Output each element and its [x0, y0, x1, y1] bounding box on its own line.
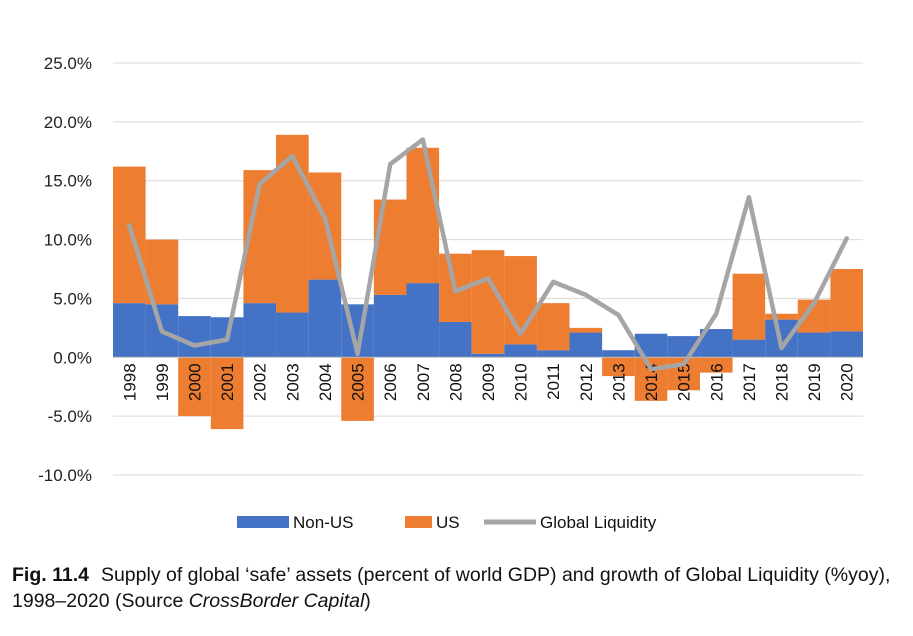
bar-non-us-2017 — [732, 339, 766, 358]
x-tick-label-2001: 2001 — [218, 363, 237, 401]
y-tick-label: -5.0% — [48, 407, 92, 426]
legend: Non-US US Global Liquidity — [237, 513, 657, 532]
legend-swatch-non-us — [237, 516, 289, 528]
y-tick-label: 15.0% — [44, 172, 92, 191]
bar-us-2013 — [602, 357, 635, 377]
bar-non-us-2012 — [569, 332, 603, 358]
x-tick-label-1999: 1999 — [153, 363, 172, 401]
bar-non-us-2019 — [797, 332, 831, 358]
bar-non-us-2020 — [830, 331, 863, 358]
bar-us-2012 — [569, 327, 603, 333]
y-tick-label: 5.0% — [53, 289, 92, 308]
bar-non-us-2013 — [602, 350, 635, 358]
x-tick-label-2002: 2002 — [251, 363, 270, 401]
bar-non-us-2009 — [471, 353, 505, 358]
bar-us-2018 — [765, 313, 798, 320]
y-tick-label: 0.0% — [53, 348, 92, 367]
chart: 25.0%20.0%15.0%10.0%5.0%0.0%-5.0%-10.0% … — [38, 54, 863, 532]
x-tick-label-2004: 2004 — [316, 363, 335, 401]
x-axis-tick-labels: 1998 1999 2000 2001 2002 2003 2004 2005 2006 2007… — [120, 363, 856, 401]
bar-us-1998 — [113, 166, 146, 304]
bars — [113, 134, 863, 430]
bar-non-us-2002 — [243, 303, 277, 358]
bar-us-2001 — [210, 357, 244, 430]
bar-us-2009 — [471, 250, 505, 354]
x-tick-label-2014: 2014 — [642, 363, 661, 401]
bar-non-us-2003 — [276, 312, 309, 358]
x-tick-label-2020: 2020 — [838, 363, 857, 401]
x-tick-label-2019: 2019 — [805, 363, 824, 401]
legend-label-global-liquidity: Global Liquidity — [540, 513, 657, 532]
global-liquidity-line — [127, 137, 849, 372]
bar-us-2017 — [732, 273, 766, 340]
x-tick-label-2013: 2013 — [609, 363, 628, 401]
bar-us-2003 — [276, 134, 309, 313]
x-tick-label-2003: 2003 — [283, 363, 302, 401]
bar-us-2020 — [830, 269, 863, 332]
x-tick-label-2018: 2018 — [772, 363, 791, 401]
bar-non-us-1998 — [113, 303, 146, 358]
x-tick-label-2015: 2015 — [675, 363, 694, 401]
caption-source: CrossBorder Capital — [188, 590, 365, 612]
bar-non-us-2008 — [439, 321, 472, 358]
bar-us-2014 — [634, 357, 668, 401]
x-tick-label-2010: 2010 — [512, 363, 531, 401]
figure-caption: Fig. 11.4 Supply of global ‘safe’ assets … — [12, 562, 902, 614]
x-tick-label-2009: 2009 — [479, 363, 498, 401]
caption-label: Fig. 11.4 — [12, 564, 89, 586]
bar-us-2007 — [406, 147, 440, 284]
x-tick-label-2016: 2016 — [707, 363, 726, 401]
bar-non-us-2007 — [406, 283, 440, 358]
bar-us-2011 — [536, 303, 570, 351]
bar-non-us-2006 — [373, 294, 407, 358]
bar-non-us-2010 — [504, 344, 537, 358]
legend-swatch-us — [405, 516, 432, 528]
x-tick-label-2008: 2008 — [446, 363, 465, 401]
x-tick-label-2005: 2005 — [349, 363, 368, 401]
bar-us-2005 — [341, 357, 374, 421]
x-tick-label-2017: 2017 — [740, 363, 759, 401]
legend-label-us: US — [436, 513, 460, 532]
x-tick-label-2000: 2000 — [186, 363, 205, 401]
x-tick-label-2011: 2011 — [544, 363, 563, 400]
y-tick-label: 20.0% — [44, 113, 92, 132]
bar-non-us-2011 — [536, 350, 570, 358]
bar-us-2016 — [699, 357, 733, 373]
x-tick-label-2012: 2012 — [577, 363, 596, 401]
bar-non-us-2000 — [178, 316, 211, 358]
y-tick-label: 25.0% — [44, 54, 92, 73]
y-axis-tick-labels: 25.0% 20.0% 15.0% 10.0% 5.0% 0.0% -5.0% -10.0% — [38, 54, 92, 485]
legend-label-non-us: Non-US — [293, 513, 353, 532]
bar-us-2000 — [178, 357, 211, 417]
caption-close: ) — [364, 590, 371, 612]
x-tick-label-1998: 1998 — [120, 363, 139, 401]
bar-us-2006 — [373, 199, 407, 295]
y-tick-label: 10.0% — [44, 231, 92, 250]
y-tick-label: -10.0% — [38, 466, 92, 485]
bar-non-us-2004 — [308, 279, 342, 358]
x-tick-label-2006: 2006 — [381, 363, 400, 401]
x-tick-label-2007: 2007 — [414, 363, 433, 401]
caption-text: Supply of global ‘safe’ assets (percent … — [12, 564, 891, 612]
